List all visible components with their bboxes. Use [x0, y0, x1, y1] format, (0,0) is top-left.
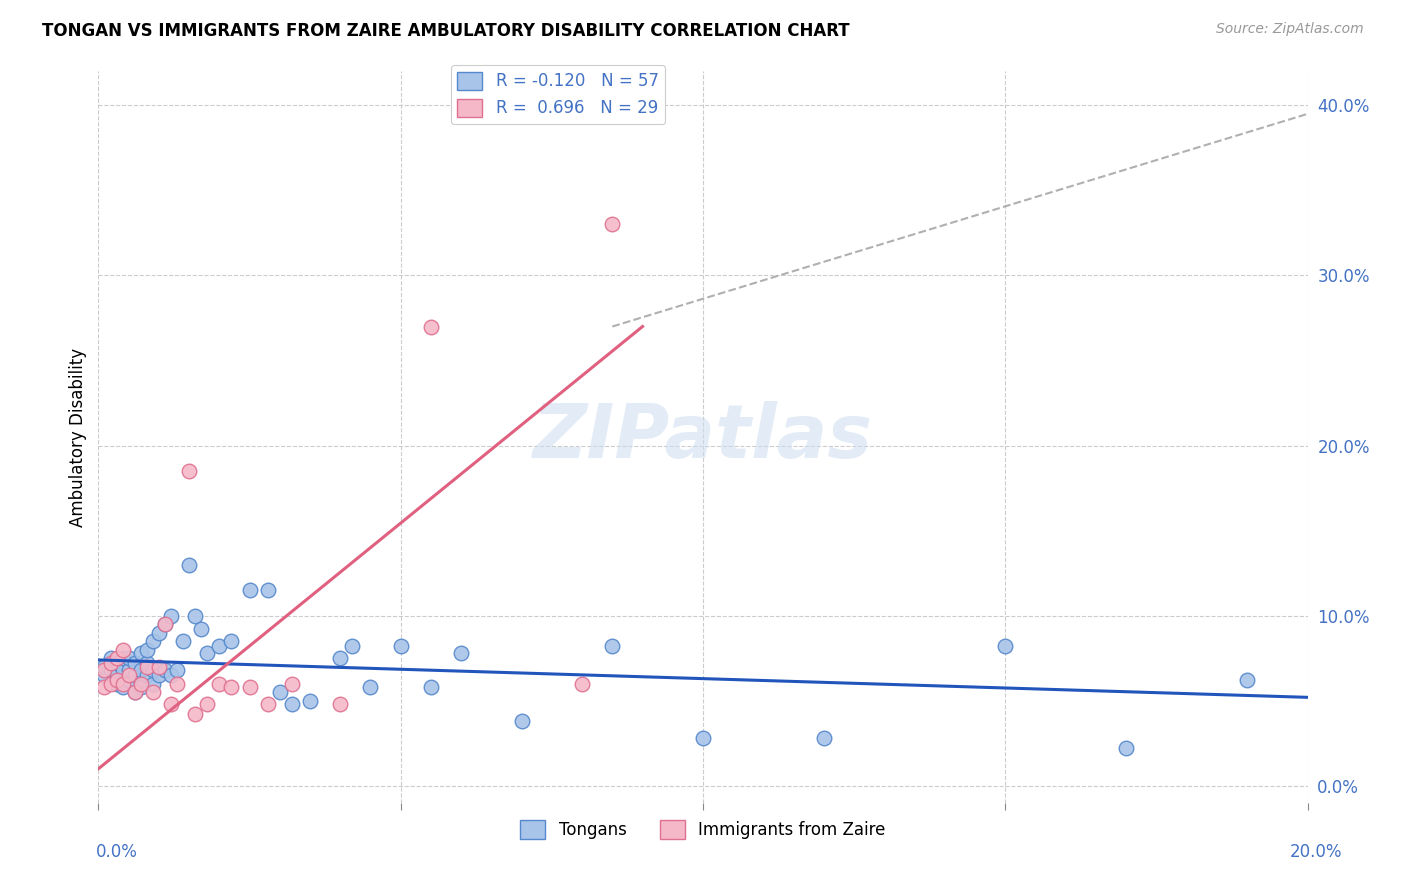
Point [208, 640, 231, 654]
Text: TONGAN VS IMMIGRANTS FROM ZAIRE AMBULATORY DISABILITY CORRELATION CHART: TONGAN VS IMMIGRANTS FROM ZAIRE AMBULATO… [42, 22, 849, 40]
Point [111, 677, 134, 691]
Point [129, 680, 152, 694]
Point [100, 651, 122, 665]
Point [118, 673, 141, 688]
Text: ZIPatlas: ZIPatlas [533, 401, 873, 474]
Point [142, 677, 165, 691]
Point [135, 659, 157, 673]
Text: 0.0%: 0.0% [96, 843, 138, 861]
Point [153, 617, 176, 632]
Point [195, 646, 218, 660]
Point [184, 707, 207, 722]
Point [342, 640, 364, 654]
Point [281, 697, 304, 711]
Point [1115, 741, 1137, 756]
Point [389, 640, 412, 654]
Point [420, 319, 443, 334]
Point [118, 663, 141, 677]
Point [160, 668, 183, 682]
Point [129, 646, 152, 660]
Point [994, 640, 1017, 654]
Point [118, 651, 141, 665]
Point [221, 680, 243, 694]
Point [160, 608, 183, 623]
Point [602, 640, 624, 654]
Point [148, 625, 170, 640]
Point [360, 680, 382, 694]
Point [256, 583, 278, 598]
Point [105, 677, 128, 691]
Point [118, 668, 141, 682]
Point [153, 663, 176, 677]
Point [179, 464, 201, 478]
Point [105, 668, 128, 682]
Point [602, 218, 624, 232]
Point [93, 668, 115, 682]
Point [692, 731, 714, 746]
Point [142, 685, 165, 699]
Point [153, 617, 176, 632]
Point [135, 642, 157, 657]
Point [172, 634, 194, 648]
Point [100, 657, 122, 671]
Point [329, 697, 352, 711]
Point [450, 646, 472, 660]
Point [105, 651, 128, 665]
Legend: Tongans, Immigrants from Zaire: Tongans, Immigrants from Zaire [513, 814, 893, 846]
Point [221, 634, 243, 648]
Point [208, 677, 231, 691]
Point [420, 680, 443, 694]
Point [129, 663, 152, 677]
Point [281, 677, 304, 691]
Point [105, 657, 128, 671]
Point [135, 668, 157, 682]
Point [160, 697, 183, 711]
Point [124, 657, 146, 671]
Point [179, 558, 201, 572]
Point [195, 697, 218, 711]
Point [105, 673, 128, 688]
Point [510, 714, 533, 728]
Point [111, 680, 134, 694]
Point [166, 663, 188, 677]
Point [239, 583, 262, 598]
Point [1236, 673, 1258, 688]
Point [93, 680, 115, 694]
Point [148, 668, 170, 682]
Point [299, 694, 322, 708]
Point [571, 677, 593, 691]
Point [93, 663, 115, 677]
Point [135, 657, 157, 671]
Point [129, 677, 152, 691]
Point [239, 680, 262, 694]
Point [190, 622, 212, 636]
Point [111, 642, 134, 657]
Point [142, 634, 165, 648]
Point [166, 677, 188, 691]
Point [93, 659, 115, 673]
Point [184, 608, 207, 623]
Point [269, 685, 291, 699]
Point [329, 651, 352, 665]
Point [100, 677, 122, 691]
Point [100, 663, 122, 677]
Point [124, 685, 146, 699]
Point [124, 668, 146, 682]
Point [148, 659, 170, 673]
Text: 20.0%: 20.0% [1291, 843, 1343, 861]
Point [124, 685, 146, 699]
Point [111, 663, 134, 677]
Text: Source: ZipAtlas.com: Source: ZipAtlas.com [1216, 22, 1364, 37]
Y-axis label: Ambulatory Disability: Ambulatory Disability [69, 348, 87, 526]
Point [813, 731, 835, 746]
Point [111, 651, 134, 665]
Point [142, 663, 165, 677]
Point [256, 697, 278, 711]
